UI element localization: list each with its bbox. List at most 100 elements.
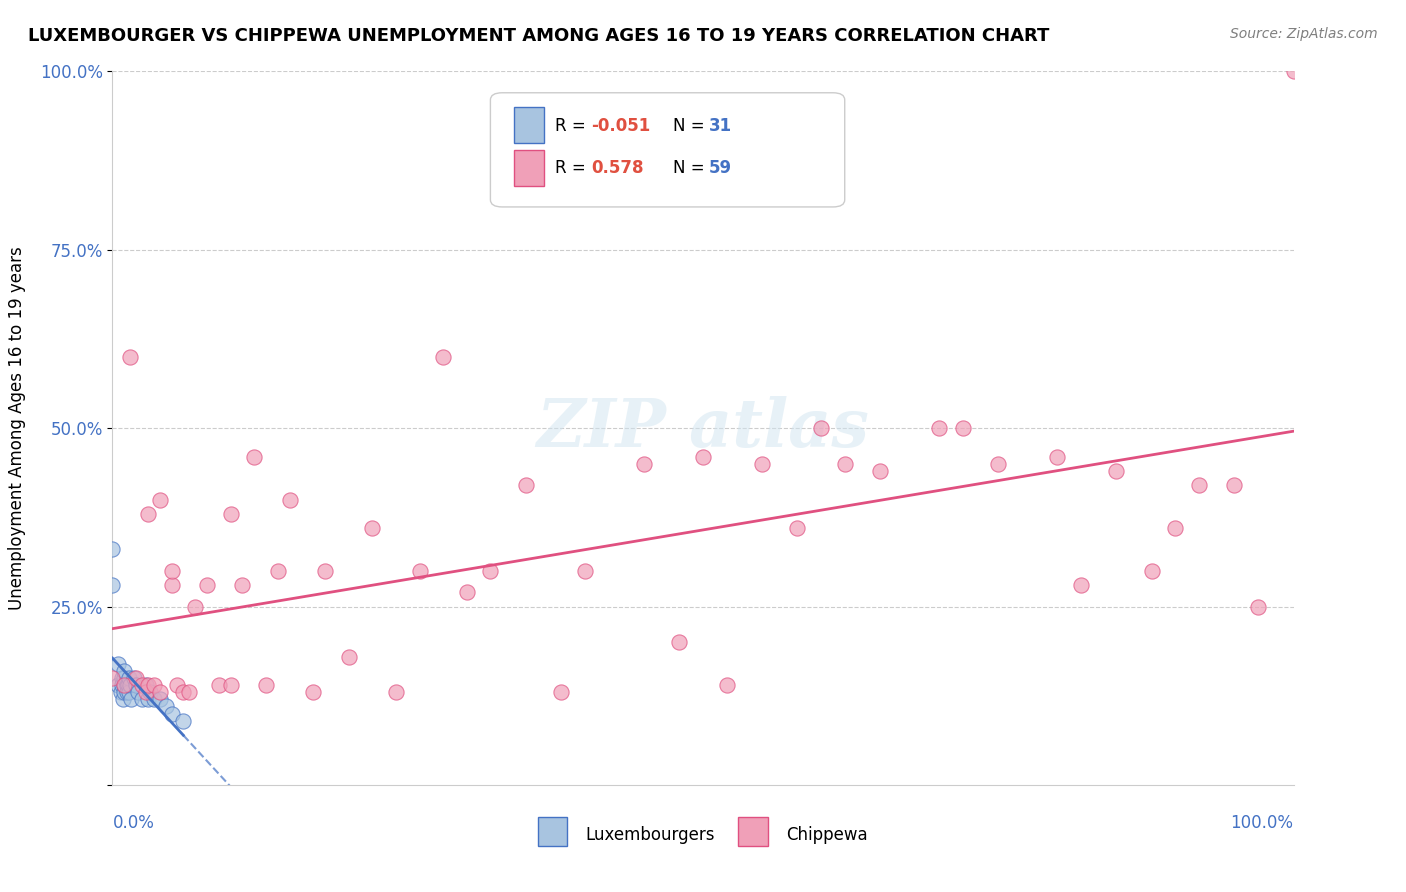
Text: 31: 31 [709, 117, 733, 135]
Text: -0.051: -0.051 [591, 117, 650, 135]
Point [127, 685, 149, 699]
FancyBboxPatch shape [515, 150, 544, 186]
Text: R =: R = [555, 117, 592, 135]
Point [633, 457, 655, 471]
Point [166, 678, 188, 692]
Point [834, 457, 856, 471]
Point [149, 685, 172, 699]
Point [135, 685, 157, 699]
Point [574, 564, 596, 578]
Point [550, 685, 572, 699]
Point [668, 635, 690, 649]
Point [136, 678, 159, 692]
Point [456, 585, 478, 599]
Point [142, 678, 165, 692]
Point [278, 492, 301, 507]
Point [195, 578, 218, 592]
Text: Luxembourgers: Luxembourgers [585, 826, 714, 844]
Point [107, 657, 129, 671]
Point [219, 507, 242, 521]
Point [337, 649, 360, 664]
Point [112, 678, 135, 692]
Point [112, 664, 135, 678]
Point [515, 478, 537, 492]
Point [267, 564, 290, 578]
Point [131, 678, 153, 692]
Point [928, 421, 950, 435]
Point [692, 450, 714, 464]
Point [136, 507, 159, 521]
Point [1282, 64, 1305, 78]
Point [111, 671, 134, 685]
Point [432, 350, 454, 364]
Text: Chippewa: Chippewa [786, 826, 868, 844]
Point [184, 599, 207, 614]
Point [1105, 464, 1128, 478]
Point [716, 678, 738, 692]
Point [120, 678, 142, 692]
Point [219, 678, 242, 692]
Point [149, 492, 172, 507]
Point [142, 692, 165, 706]
Point [101, 578, 124, 592]
Point [135, 678, 157, 692]
Point [810, 421, 832, 435]
Point [1223, 478, 1246, 492]
Point [101, 671, 124, 685]
Point [110, 685, 132, 699]
Text: N =: N = [673, 117, 710, 135]
Point [149, 692, 172, 706]
Point [125, 671, 148, 685]
Point [179, 685, 201, 699]
Point [131, 692, 153, 706]
Point [987, 457, 1010, 471]
Point [231, 578, 253, 592]
Text: N =: N = [673, 159, 710, 177]
Point [1046, 450, 1069, 464]
FancyBboxPatch shape [515, 107, 544, 143]
Point [107, 678, 129, 692]
Point [254, 678, 277, 692]
Point [122, 671, 145, 685]
Point [111, 678, 134, 692]
Point [361, 521, 384, 535]
Point [786, 521, 808, 535]
Point [117, 678, 139, 692]
Point [1164, 521, 1187, 535]
Point [243, 450, 266, 464]
Point [1247, 599, 1270, 614]
Point [101, 542, 124, 557]
Point [1070, 578, 1092, 592]
Point [112, 685, 135, 699]
FancyBboxPatch shape [537, 817, 567, 846]
Point [125, 678, 148, 692]
Text: 59: 59 [709, 159, 733, 177]
Text: ZIP atlas: ZIP atlas [537, 396, 869, 460]
Point [139, 685, 162, 699]
Point [208, 678, 231, 692]
Point [112, 671, 135, 685]
Point [160, 706, 183, 721]
Point [115, 685, 138, 699]
Point [172, 714, 194, 728]
Point [479, 564, 502, 578]
Point [112, 678, 135, 692]
Point [172, 685, 194, 699]
FancyBboxPatch shape [738, 817, 768, 846]
Text: Source: ZipAtlas.com: Source: ZipAtlas.com [1230, 27, 1378, 41]
Text: LUXEMBOURGER VS CHIPPEWA UNEMPLOYMENT AMONG AGES 16 TO 19 YEARS CORRELATION CHAR: LUXEMBOURGER VS CHIPPEWA UNEMPLOYMENT AM… [28, 27, 1049, 45]
FancyBboxPatch shape [491, 93, 845, 207]
Point [302, 685, 325, 699]
Point [118, 685, 141, 699]
Text: 0.578: 0.578 [591, 159, 644, 177]
Point [115, 678, 138, 692]
Point [385, 685, 408, 699]
Point [751, 457, 773, 471]
Text: 0.0%: 0.0% [112, 814, 155, 831]
Point [314, 564, 336, 578]
Point [1140, 564, 1163, 578]
Y-axis label: Unemployment Among Ages 16 to 19 years: Unemployment Among Ages 16 to 19 years [8, 246, 25, 610]
Text: 100.0%: 100.0% [1230, 814, 1294, 831]
Point [408, 564, 430, 578]
Point [118, 671, 141, 685]
